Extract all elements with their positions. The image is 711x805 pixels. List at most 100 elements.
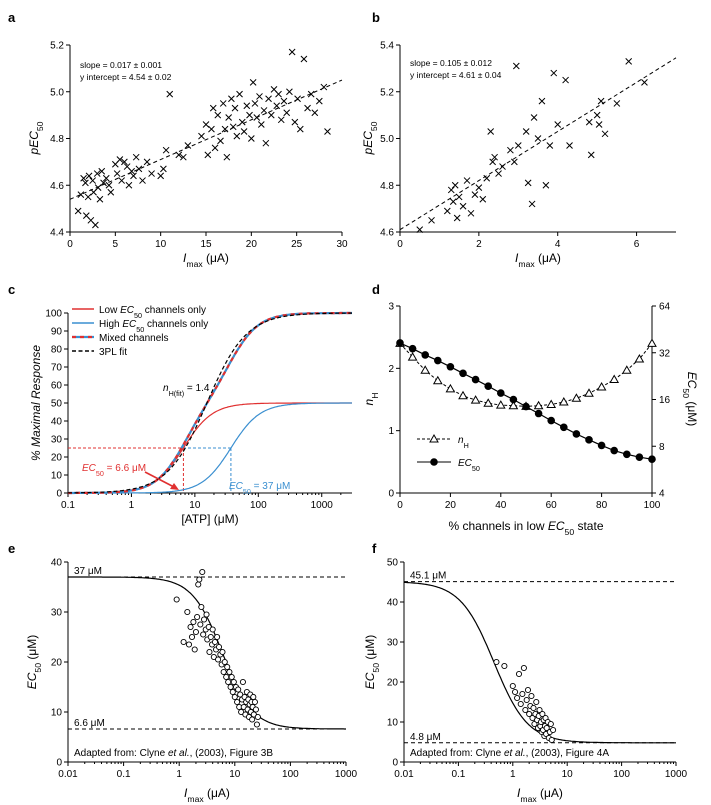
panel-c-xtick-label: 10 bbox=[189, 500, 201, 511]
panel-c-legend-entry: Mixed channels bbox=[99, 333, 168, 344]
panel-f-point bbox=[539, 710, 546, 718]
panel-f-point bbox=[530, 704, 537, 712]
panel-c-ytick-label: 80 bbox=[51, 345, 63, 356]
panel-a-point bbox=[209, 104, 217, 112]
panel-a-point bbox=[236, 90, 243, 98]
panel-a-point bbox=[113, 170, 121, 177]
panel-d-xtick-label: 80 bbox=[596, 500, 608, 511]
panel-b-point bbox=[524, 179, 532, 187]
panel-a-point bbox=[98, 167, 106, 175]
panel-b-point bbox=[585, 118, 593, 126]
panel-a-point bbox=[179, 153, 187, 161]
panel-e-ytick-label: 10 bbox=[51, 708, 63, 719]
panel-e-point bbox=[209, 626, 216, 633]
panel-a-point bbox=[130, 172, 137, 180]
panel-d-nh-point bbox=[445, 383, 456, 393]
panel-b-point bbox=[514, 142, 522, 149]
panel-a-label: a bbox=[8, 10, 16, 25]
panel-b-point bbox=[487, 128, 495, 135]
panel-e-ytick-label: 20 bbox=[51, 658, 63, 669]
panel-a-point bbox=[262, 139, 270, 147]
panel-a-point bbox=[102, 174, 110, 182]
panel-a-point bbox=[214, 111, 222, 119]
panel-d-nh-point bbox=[470, 395, 481, 404]
panel-a-intercept-annotation: y intercept = 4.54 ± 0.02 bbox=[80, 72, 172, 82]
panel-f-point bbox=[528, 692, 535, 700]
panel-e-point bbox=[196, 576, 203, 583]
panel-e-point bbox=[254, 713, 261, 721]
panel-d-nh-point bbox=[483, 398, 494, 407]
panel-e-point bbox=[190, 618, 197, 626]
panel-e-point bbox=[249, 716, 256, 723]
panel-a-point bbox=[148, 170, 155, 177]
panel-e-xtick-label: 0.1 bbox=[117, 769, 131, 780]
panel-a-xtick-label: 30 bbox=[336, 239, 348, 250]
panel-d-ec50-point bbox=[509, 395, 518, 404]
panel-f-ylabel: EC50 (μM) bbox=[363, 635, 381, 690]
panel-e-point bbox=[221, 658, 228, 666]
panel-a-point bbox=[307, 90, 315, 98]
panel-a-point bbox=[157, 172, 165, 180]
panel-a-point bbox=[229, 123, 237, 131]
panel-b-point bbox=[528, 200, 536, 208]
panel-d-ec50-point bbox=[484, 382, 493, 390]
panel-d-ec50-point bbox=[421, 351, 430, 359]
panel-d-xtick-label: 100 bbox=[644, 500, 661, 511]
panel-a-slope-annotation: slope = 0.017 ± 0.001 bbox=[80, 60, 162, 70]
panel-c-xtick-label: 1000 bbox=[311, 500, 334, 511]
panel-d-nh-point bbox=[533, 400, 544, 410]
panel-a-point bbox=[249, 79, 257, 86]
panel-d-ec50-point bbox=[585, 436, 593, 444]
panel-a-point bbox=[107, 188, 115, 196]
panel-f-source-note: Adapted from: Clyne et al., (2003), Figu… bbox=[410, 748, 609, 759]
panel-d-ytick-right-label: 8 bbox=[659, 442, 665, 453]
panel-b-xtick-label: 0 bbox=[397, 239, 403, 250]
panel-b-point bbox=[554, 121, 562, 128]
panel-a-point bbox=[273, 102, 281, 110]
panel-d-nh-point bbox=[647, 338, 657, 347]
panel-a-point bbox=[228, 95, 235, 103]
panel-d-ylabel-left: nH bbox=[362, 393, 380, 406]
panel-c-ytick-label: 0 bbox=[56, 489, 62, 500]
panel-d-ec50-point bbox=[597, 441, 606, 450]
panel-a-point bbox=[160, 165, 167, 173]
panel-e-point bbox=[226, 668, 233, 676]
panel-a-point bbox=[135, 165, 143, 173]
panel-f-hline-label: 45.1 μM bbox=[410, 571, 446, 582]
panel-e-ylabel: EC50 (μM) bbox=[25, 635, 43, 690]
panel-a-point bbox=[166, 90, 174, 98]
panel-a-point bbox=[74, 207, 82, 215]
panel-a-point bbox=[304, 104, 311, 112]
panel-c-ytick-label: 40 bbox=[51, 417, 63, 428]
panel-d-ec50-point bbox=[522, 402, 530, 411]
panel-d-xlabel: % channels in low EC50 state bbox=[448, 519, 603, 537]
panel-b-point bbox=[587, 151, 595, 159]
panel-d-ec50-point bbox=[534, 409, 543, 418]
panel-d-nh-point bbox=[609, 374, 620, 384]
panel-d-label: d bbox=[372, 282, 380, 297]
panel-d-nh-point bbox=[407, 352, 418, 361]
panel-a-point bbox=[315, 97, 323, 105]
panel-a-point bbox=[251, 100, 259, 107]
panel-b-point bbox=[510, 158, 518, 166]
panel-a-point bbox=[294, 95, 301, 103]
panel-c-ec50-low-label: EC50 = 6.6 μM bbox=[82, 463, 146, 478]
panel-e-point bbox=[184, 608, 191, 616]
panel-b-point bbox=[538, 97, 546, 105]
panel-b-ytick-label: 5.4 bbox=[380, 41, 394, 52]
panel-a-point bbox=[175, 151, 183, 159]
panel-f-ytick-label: 20 bbox=[387, 678, 399, 689]
panel-d-xtick-label: 0 bbox=[397, 500, 403, 511]
panel-f-xlabel: Imax (μA) bbox=[517, 786, 563, 804]
panel-e-point bbox=[234, 698, 241, 706]
panel-a-point bbox=[246, 111, 253, 119]
panel-c-ytick-label: 10 bbox=[51, 471, 63, 482]
panel-e-point bbox=[198, 603, 205, 611]
panel-e-point bbox=[215, 643, 223, 651]
panel-e-point bbox=[206, 648, 213, 656]
panel-b-point bbox=[530, 114, 538, 121]
panel-e-hline-label: 37 μM bbox=[74, 566, 102, 577]
panel-f-label: f bbox=[372, 541, 377, 556]
panel-a-fit-line bbox=[69, 79, 343, 200]
panel-c-ylabel: % Maximal Response bbox=[29, 345, 43, 461]
